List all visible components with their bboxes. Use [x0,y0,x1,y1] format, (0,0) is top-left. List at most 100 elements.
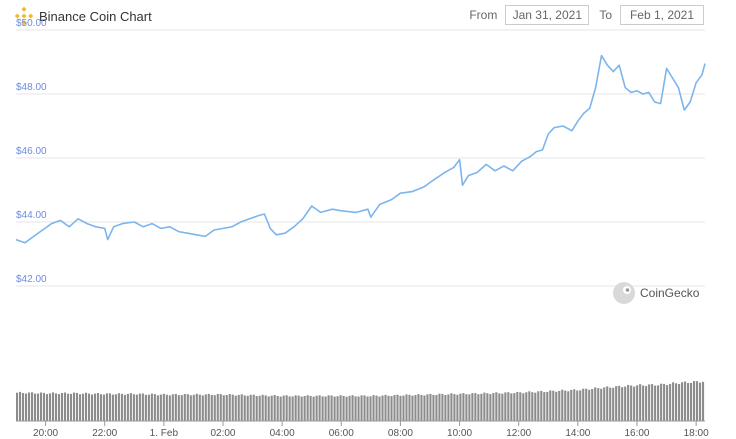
volume-bar [402,395,405,421]
volume-bar [66,393,70,421]
volume-bar [72,392,76,421]
volume-bar [447,394,450,421]
volume-bar [693,381,696,421]
volume-bar [159,394,162,421]
volume-bar [240,394,243,421]
volume-bar [423,395,426,421]
volume-bar [465,394,468,421]
volume-bar [279,396,282,421]
volume-bar [573,389,576,421]
volume-bar [612,387,615,421]
volume-bar [453,394,456,421]
volume-bar [105,393,108,421]
volume-bar [108,393,111,421]
volume-bar [168,395,171,421]
volume-bar [567,391,570,421]
volume-bar [480,393,483,421]
volume-bar [345,396,348,421]
y-axis: $42.00 $44.00 $46.00 $48.00 $50.00 [16,18,47,285]
volume-bar [513,393,516,421]
volume-bar [123,394,126,421]
volume-bar [354,396,357,421]
volume-bar [165,394,168,421]
volume-bar [351,395,354,421]
volume-bar [57,394,61,421]
volume-bar [285,395,288,421]
volume-bar [564,390,567,421]
volume-bar [411,395,414,421]
y-tick-label: $42.00 [16,274,47,285]
volume-bar [432,395,435,421]
volume-bar [144,394,147,421]
x-tick-label: 22:00 [92,428,117,439]
volume-bar [363,395,366,421]
x-tick-label: 06:00 [329,428,354,439]
volume-bar [648,384,651,421]
volume-bar [192,394,195,421]
volume-bar [477,394,480,421]
x-tick-label: 10:00 [447,428,472,439]
volume-bar [24,393,28,421]
price-line [15,54,706,244]
volume-bar [372,395,375,421]
to-date-input[interactable] [620,5,704,25]
volume-bar [225,395,228,421]
volume-bar [597,388,600,421]
volume-bar [156,395,159,421]
volume-bar [417,394,420,421]
volume-bar [672,382,675,421]
volume-bar [603,387,606,421]
volume-bar [231,394,234,421]
volume-bar [357,396,360,421]
from-date-input[interactable] [505,5,590,25]
x-tick-label: 08:00 [388,428,413,439]
volume-bar [150,393,153,421]
volume-bar [366,396,369,421]
volume-bar [309,396,312,421]
volume-bar [441,393,444,421]
volume-bar [315,395,318,421]
volume-bar [207,393,210,421]
volume-bar [561,389,564,421]
volume-bar [369,396,372,421]
volume-bar [195,393,198,421]
volume-bar [255,396,258,421]
volume-bar [81,393,84,421]
volume-bar [528,391,531,421]
volume-bar [381,395,384,421]
volume-bar [87,393,90,421]
volume-bar [264,395,267,421]
watermark: CoinGecko [613,282,700,304]
volume-bar [627,384,630,421]
volume-bar [273,395,276,421]
volume-bar [318,395,321,421]
volume-bar [387,395,390,421]
volume-bar [237,394,240,421]
grid-lines [16,29,705,287]
chart-title: Binance Coin Chart [39,8,152,24]
volume-bar [204,394,207,421]
volume-bar [222,395,225,421]
volume-bar [177,395,180,421]
volume-bar [213,395,216,421]
volume-bar [582,388,585,421]
volume-bar [525,392,528,421]
volume-bar [471,393,474,421]
volume-bar [198,394,201,421]
volume-bar [54,393,58,421]
y-tick-label: $46.00 [16,146,47,157]
volume-bar [495,392,498,421]
volume-bar [585,388,588,421]
volume-bar [549,390,552,421]
volume-bar [51,392,55,421]
volume-bar [621,387,624,421]
volume-bar [468,394,471,421]
volume-bar [444,395,447,421]
volume-bar [393,395,396,421]
volume-bar [522,393,525,421]
volume-bar [75,392,79,421]
volume-bar [84,392,87,421]
volume-bar [111,394,114,421]
volume-bar [306,395,309,421]
volume-bar [21,393,25,421]
